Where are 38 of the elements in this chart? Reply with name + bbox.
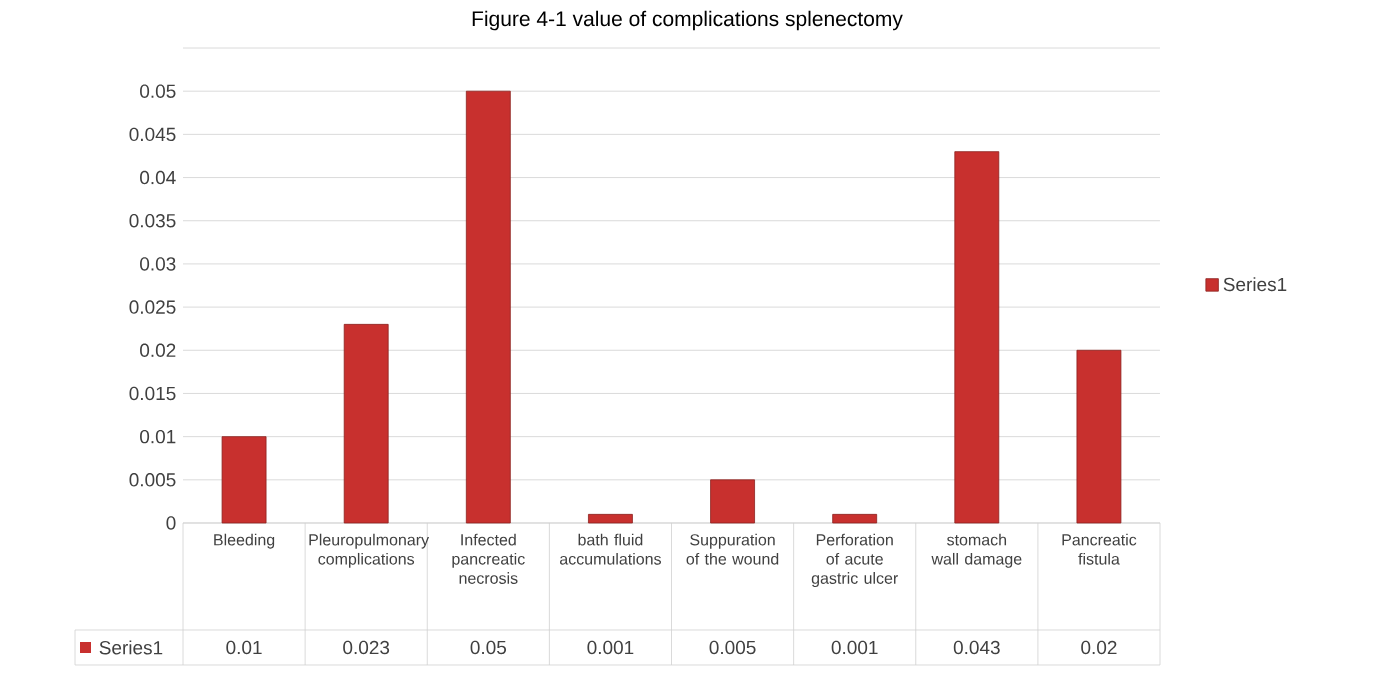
data-label: 0.02	[1081, 640, 1117, 655]
y-tick-label: 0.025	[129, 300, 176, 314]
x-tick-label: Suppuration of the wound	[686, 533, 779, 565]
data-label: 0.05	[470, 640, 507, 655]
bar	[954, 151, 1000, 524]
bar	[465, 90, 511, 524]
y-tick-label: 0	[166, 516, 176, 530]
x-tick-label: bath fluid accumulations	[560, 533, 661, 565]
data-label: 0.01	[226, 640, 262, 655]
data-label: 0.001	[831, 640, 878, 655]
y-tick-label: 0.04	[140, 170, 176, 185]
y-tick-label: 0.03	[140, 257, 176, 271]
data-label: 0.001	[587, 640, 634, 655]
x-tick-label: Bleeding	[214, 533, 275, 549]
text: Series1	[99, 640, 163, 655]
data-label: 0.005	[709, 640, 756, 655]
x-tick-label: stomach wall damage	[931, 533, 1022, 568]
x-tick-label: Infected pancreatic necrosis	[452, 533, 525, 584]
y-tick-label: 0.015	[129, 386, 176, 401]
data-label: 0.043	[953, 640, 1000, 655]
bar	[588, 513, 633, 524]
y-tick-label: 0.045	[129, 127, 176, 142]
x-tick-label: Pleuropulmonary complications	[309, 533, 430, 568]
bar	[710, 479, 755, 524]
bar	[343, 323, 389, 524]
x-tick-label: Perforation of acute gastric ulcer	[811, 533, 898, 588]
y-tick-label: 0.02	[140, 343, 176, 357]
legend-label: Series1	[1223, 277, 1287, 292]
x-tick-label: Pancreatic fistula	[1062, 533, 1137, 565]
y-tick-label: 0.005	[129, 473, 176, 487]
data-label: 0.023	[343, 640, 390, 655]
y-tick-label: 0.05	[140, 84, 176, 98]
bar	[832, 513, 878, 524]
bar	[1076, 349, 1122, 524]
y-tick-label: 0.01	[140, 429, 176, 444]
y-tick-label: 0.035	[129, 214, 176, 228]
chart-title: Figure 4-1 value of complications splenectomy	[472, 10, 903, 31]
bar	[221, 436, 267, 524]
